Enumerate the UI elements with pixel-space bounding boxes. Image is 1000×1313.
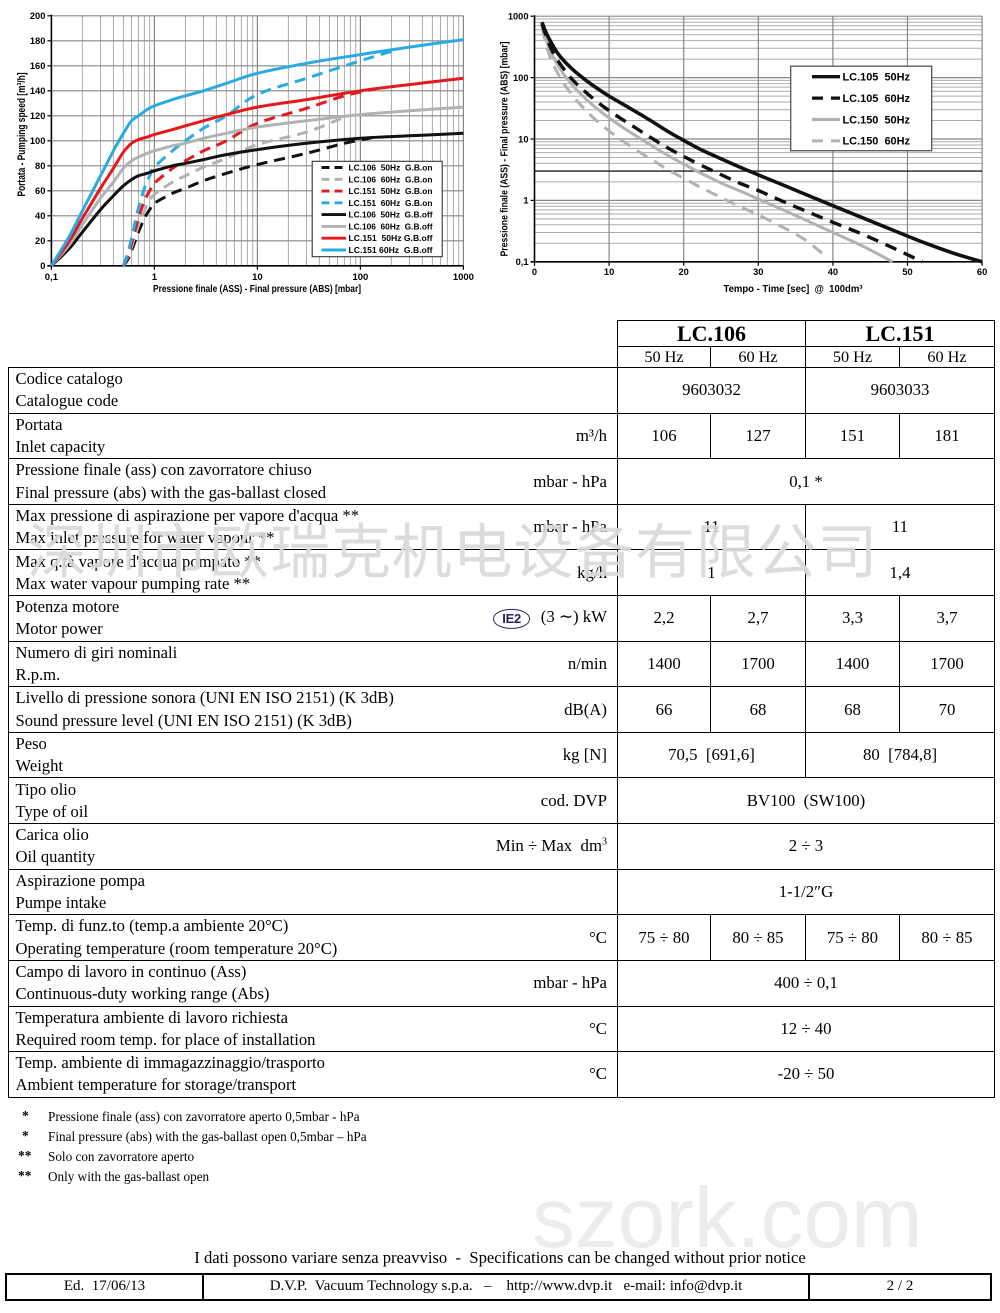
svg-text:LC.151 50Hz G.B.off: LC.151 50Hz G.B.off (349, 233, 433, 243)
svg-text:100: 100 (30, 136, 46, 146)
svg-text:Portata - Pumping speed [m³/h]: Portata - Pumping speed [m³/h] (16, 72, 28, 196)
svg-text:1: 1 (152, 272, 158, 283)
svg-text:Tempo - Time [sec] @ 100dm³: Tempo - Time [sec] @ 100dm³ (724, 284, 864, 295)
svg-text:50: 50 (902, 267, 912, 277)
svg-text:80: 80 (35, 161, 45, 171)
svg-text:140: 140 (30, 86, 46, 96)
svg-text:20: 20 (679, 267, 689, 277)
svg-text:200: 200 (30, 11, 46, 21)
svg-text:60: 60 (977, 267, 987, 277)
svg-text:LC.105 50Hz: LC.105 50Hz (843, 72, 911, 84)
svg-text:100: 100 (352, 272, 368, 283)
svg-text:30: 30 (753, 267, 763, 277)
svg-text:LC.151 60Hz G.B.on: LC.151 60Hz G.B.on (349, 198, 433, 208)
svg-text:10: 10 (252, 272, 263, 283)
svg-text:1000: 1000 (508, 12, 529, 22)
svg-text:0,1: 0,1 (516, 257, 529, 267)
svg-text:LC.151 50Hz G.B.on: LC.151 50Hz G.B.on (349, 186, 433, 196)
svg-text:160: 160 (30, 61, 46, 71)
svg-text:20: 20 (35, 236, 45, 246)
svg-text:0: 0 (40, 261, 45, 271)
svg-text:LC.106 50Hz G.B.off: LC.106 50Hz G.B.off (349, 210, 433, 220)
svg-text:LC.106 60Hz G.B.off: LC.106 60Hz G.B.off (349, 221, 433, 231)
svg-text:120: 120 (30, 111, 46, 121)
svg-text:LC.105 60Hz: LC.105 60Hz (843, 93, 911, 105)
svg-text:180: 180 (30, 36, 46, 46)
svg-text:100: 100 (513, 73, 529, 83)
svg-text:0: 0 (532, 267, 537, 277)
svg-text:40: 40 (35, 211, 45, 221)
svg-text:LC.151 60Hz G.B.off: LC.151 60Hz G.B.off (349, 245, 433, 255)
svg-text:LC.106 60Hz G.B.on: LC.106 60Hz G.B.on (349, 174, 433, 184)
svg-text:Pressione finale (ASS) - Final: Pressione finale (ASS) - Final pressure … (153, 284, 361, 295)
svg-text:1: 1 (523, 196, 528, 206)
svg-text:40: 40 (828, 267, 838, 277)
svg-text:60: 60 (35, 186, 45, 196)
svg-text:10: 10 (604, 267, 614, 277)
svg-text:LC.150 60Hz: LC.150 60Hz (843, 136, 911, 148)
svg-text:LC.106 50Hz G.B.on: LC.106 50Hz G.B.on (349, 163, 433, 173)
svg-text:LC.150 50Hz: LC.150 50Hz (843, 114, 911, 126)
svg-text:Pressione finale (ASS) - Final: Pressione finale (ASS) - Final pressure … (500, 42, 511, 257)
svg-text:10: 10 (518, 134, 528, 144)
svg-text:1000: 1000 (453, 272, 474, 283)
svg-text:0,1: 0,1 (45, 272, 59, 283)
